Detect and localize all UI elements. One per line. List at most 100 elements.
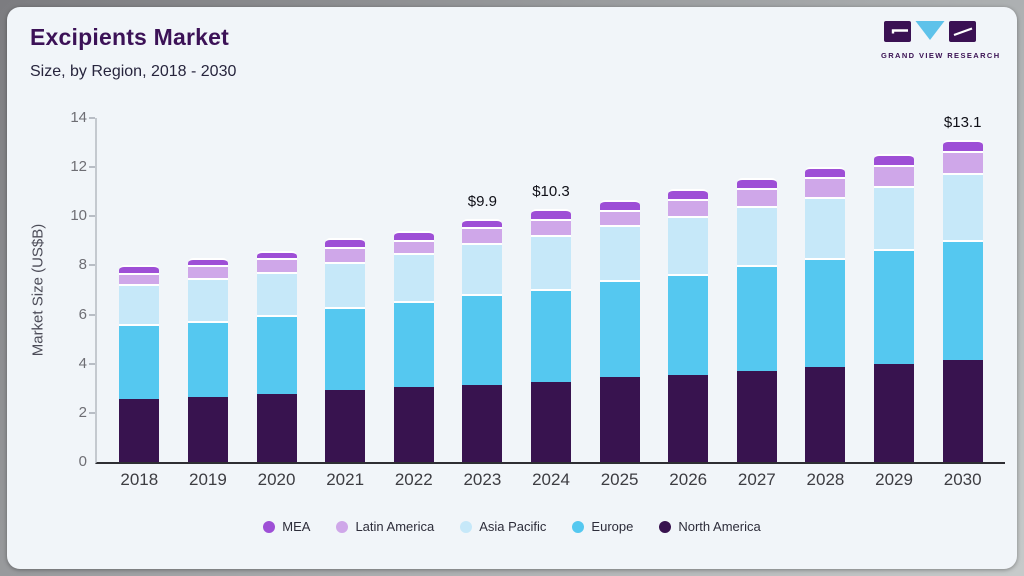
bar-segment-europe	[462, 293, 503, 385]
x-axis-label: 2018	[120, 470, 159, 489]
bar-segment-mea	[805, 167, 846, 177]
y-tick-label: 14	[70, 109, 87, 126]
x-axis-label: 2021	[326, 470, 365, 489]
bar-segment-latin-america	[256, 258, 297, 272]
legend-swatch-icon	[336, 520, 349, 533]
bar-segment-asia-pacific	[462, 243, 503, 294]
y-tick-mark	[89, 215, 95, 218]
bar-segment-asia-pacific	[805, 196, 846, 259]
bar-column-2024	[517, 118, 586, 462]
bar-column-2020	[242, 118, 311, 462]
y-tick-mark	[89, 117, 95, 119]
bar-segment-asia-pacific	[599, 224, 640, 281]
stacked-bar-2022	[393, 231, 434, 462]
bar-column-2029	[860, 118, 929, 462]
y-tick-label: 4	[78, 354, 87, 372]
bar-segment-mea	[256, 250, 297, 259]
legend-swatch-icon	[460, 520, 473, 533]
bar-segment-north-america	[599, 377, 640, 462]
bar-segment-north-america	[256, 394, 297, 462]
bar-column-2023	[448, 118, 517, 462]
legend-label: MEA	[282, 519, 311, 534]
stacked-bar-2026	[668, 189, 709, 462]
bar-segment-asia-pacific	[119, 283, 160, 325]
bar-segment-mea	[119, 265, 160, 273]
bar-segment-asia-pacific	[668, 216, 709, 275]
legend-label: Latin America	[355, 519, 435, 534]
legend-label: Europe	[591, 519, 634, 534]
bar-segment-asia-pacific	[530, 234, 571, 289]
y-tick-label: 6	[78, 305, 87, 323]
stacked-bar-2030	[942, 140, 983, 462]
x-axis-label: 2029	[875, 470, 913, 489]
bar-column-2027	[723, 118, 792, 462]
bar-segment-europe	[942, 239, 983, 361]
legend-swatch-icon	[659, 520, 672, 533]
bar-column-2025	[585, 118, 654, 462]
bar-segment-latin-america	[805, 177, 846, 197]
bar-column-2018	[105, 118, 174, 462]
bar-segment-latin-america	[736, 188, 777, 207]
stacked-bar-2019	[187, 258, 228, 462]
bar-segment-mea	[187, 258, 228, 266]
page-title: Excipients Market	[30, 24, 229, 50]
legend-swatch-icon	[572, 520, 585, 533]
bar-segment-europe	[393, 301, 434, 388]
bar-segment-north-america	[530, 382, 571, 462]
stacked-bar-2024	[530, 208, 571, 462]
bar-segment-europe	[325, 307, 366, 390]
bar-column-2021	[311, 118, 380, 462]
bar-segment-latin-america	[599, 209, 640, 225]
legend-item-latin-america: Latin America	[336, 519, 434, 534]
bar-segment-north-america	[462, 384, 503, 462]
x-axis-label: 2023	[463, 470, 502, 489]
legend-label: Asia Pacific	[479, 519, 547, 534]
stacked-bar-2021	[325, 238, 366, 462]
stacked-bar-2025	[599, 199, 640, 462]
bar-segment-north-america	[874, 363, 915, 462]
bar-column-2019	[174, 118, 243, 462]
legend-swatch-icon	[263, 520, 276, 533]
plot-area: 0 2 4 6 8 10 12 14 2018 2019 2020 2021 2022 2023 2024 2…	[70, 109, 1005, 489]
stacked-bar-2023	[462, 218, 503, 462]
bar-segment-mea	[599, 199, 640, 210]
bar-segment-europe	[599, 280, 640, 378]
report-card: Excipients Market Size, by Region, 2018 …	[7, 7, 1017, 569]
bar-segment-latin-america	[462, 227, 503, 244]
bar-column-2028	[791, 118, 860, 462]
bar-segment-europe	[119, 324, 160, 400]
stacked-bar-2018	[119, 265, 160, 462]
bar-segment-mea	[736, 178, 777, 189]
x-axis-label: 2024	[532, 470, 570, 489]
gvr-logo: GRAND VIEW RESEARCH	[881, 20, 999, 60]
legend-item-asia-pacific: Asia Pacific	[460, 519, 546, 534]
y-tick-mark	[89, 313, 95, 316]
y-tick-label: 0	[78, 453, 87, 470]
bar-segment-north-america	[736, 371, 777, 462]
bar-segment-mea	[462, 218, 503, 228]
bar-segment-north-america	[325, 389, 366, 462]
y-tick-mark	[89, 362, 95, 365]
chart-legend: MEA Latin America Asia Pacific Europe North …	[7, 519, 1017, 534]
bar-segment-mea	[393, 231, 434, 240]
x-axis-label: 2027	[737, 470, 776, 489]
bar-segment-europe	[805, 258, 846, 368]
legend-item-mea: MEA	[263, 519, 310, 534]
bar-segment-asia-pacific	[874, 185, 915, 250]
x-axis-label: 2030	[943, 470, 982, 489]
data-label: $13.1	[943, 114, 982, 132]
bar-segment-asia-pacific	[393, 253, 434, 302]
y-tick-label: 2	[78, 403, 87, 421]
stacked-bar-2029	[874, 154, 915, 462]
data-label: $9.9	[467, 192, 497, 210]
y-tick-label: 10	[70, 207, 87, 225]
bar-segment-north-america	[119, 399, 160, 462]
x-axis-label: 2025	[600, 470, 639, 489]
x-axis-label: 2026	[669, 470, 708, 489]
legend-item-europe: Europe	[572, 519, 633, 534]
bar-segment-latin-america	[530, 218, 571, 235]
y-axis-title: Market Size (US$B)	[29, 223, 47, 357]
bar-segment-asia-pacific	[325, 261, 366, 308]
bar-segment-europe	[668, 274, 709, 375]
bar-segment-mea	[325, 238, 366, 248]
